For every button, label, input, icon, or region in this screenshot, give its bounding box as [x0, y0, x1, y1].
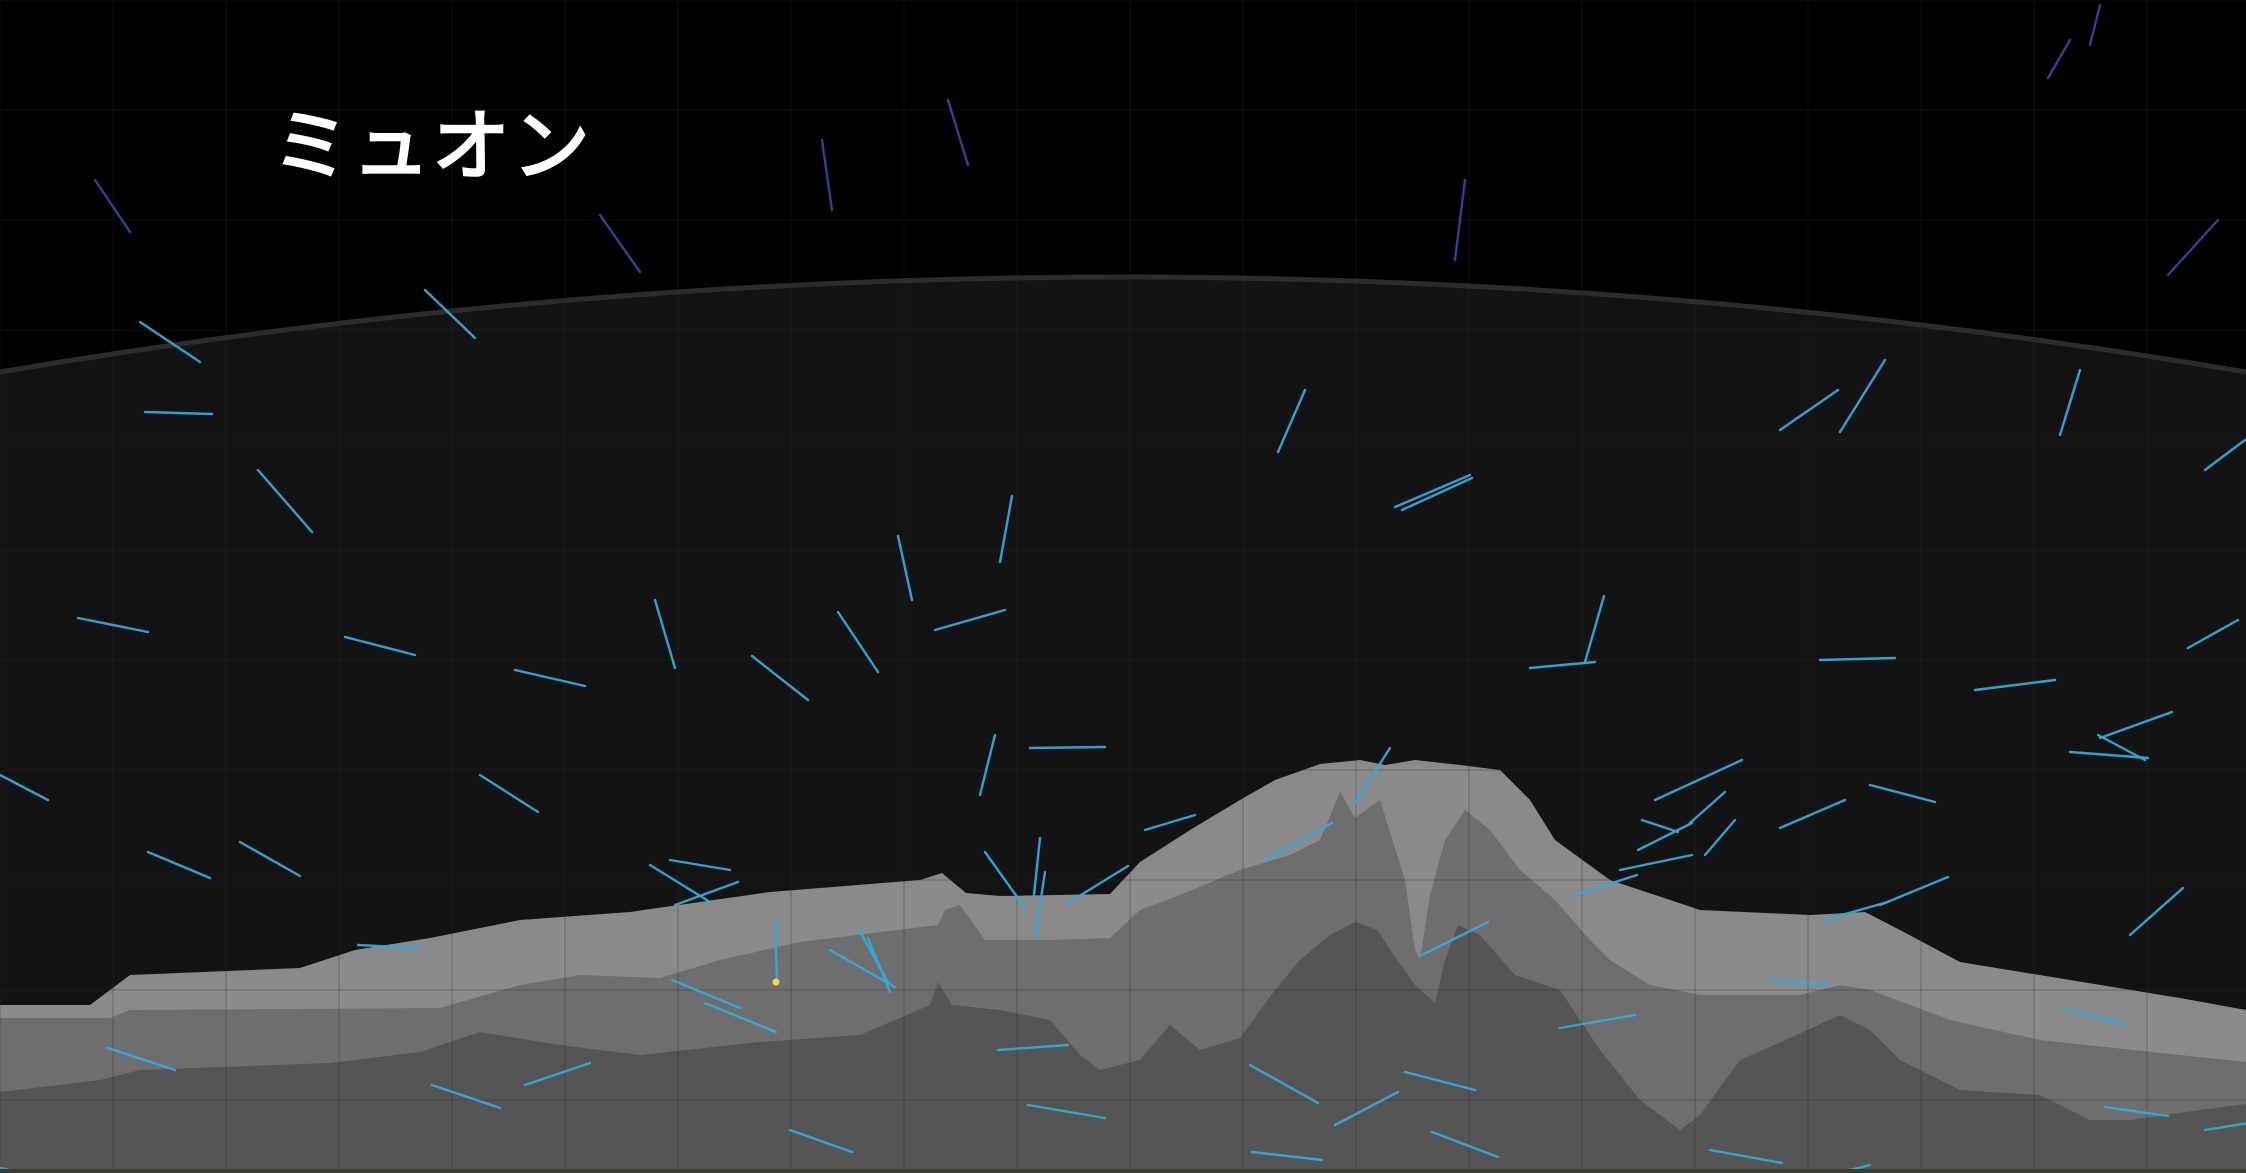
muon-track — [598, 213, 642, 274]
muon-track — [2088, 3, 2102, 47]
muon-track — [1393, 473, 1472, 509]
muon-tracks — [0, 3, 2246, 1173]
muon-track — [1453, 178, 1467, 262]
muon-track — [1033, 870, 1047, 940]
muon-track — [423, 288, 477, 340]
muon-track — [1558, 1013, 1637, 1030]
muon-track — [93, 178, 132, 234]
muon-track — [1066, 864, 1130, 905]
muon-track — [1573, 873, 1639, 897]
muon-track — [430, 1083, 502, 1110]
muon-track — [2058, 368, 2082, 437]
muon-track — [1838, 358, 1887, 434]
title-label: ミュオン — [272, 102, 593, 192]
muon-track — [2186, 618, 2240, 650]
muon-track — [76, 616, 150, 634]
bottom-edge — [0, 1169, 2246, 1173]
muon-track — [146, 850, 212, 880]
muon-track — [1708, 1148, 1784, 1165]
muon-track — [946, 98, 970, 167]
muon-track — [143, 410, 214, 416]
muon-track — [1878, 875, 1950, 907]
muon-track — [1618, 853, 1694, 872]
muon-track — [238, 840, 302, 878]
detection-point — [772, 978, 780, 986]
muon-track — [773, 918, 779, 982]
horizon-edge — [0, 274, 2246, 375]
muon-track — [2098, 710, 2174, 740]
muon-track — [673, 880, 740, 907]
muon-track — [1430, 1130, 1500, 1159]
muon-track — [343, 635, 417, 657]
muon-track — [256, 468, 314, 534]
muon-track — [1263, 821, 1334, 862]
muon-track — [1778, 798, 1847, 830]
muon-track — [106, 1046, 177, 1072]
muon-track — [2203, 1122, 2246, 1132]
muon-track — [933, 608, 1007, 632]
muon-track — [1353, 746, 1392, 805]
muon-track — [138, 320, 202, 364]
muon-track — [2166, 218, 2220, 277]
muon-track — [1868, 783, 1937, 804]
muon-track — [356, 943, 422, 950]
muon-track — [0, 773, 50, 802]
muon-track — [1420, 920, 1490, 957]
muon-track — [2068, 750, 2150, 760]
muon-track — [1248, 1063, 1320, 1105]
muon-track — [1333, 1090, 1400, 1127]
muon-track — [1403, 1070, 1477, 1092]
muon-track — [1028, 745, 1107, 750]
muon-track — [1688, 790, 1727, 825]
mountain-core-layer — [0, 922, 2246, 1173]
muon-track — [1032, 836, 1042, 897]
muon-track — [478, 773, 540, 814]
muon-track — [998, 494, 1014, 564]
muon-track — [2096, 733, 2147, 762]
muon-track — [1250, 1150, 1324, 1162]
muon-track — [1400, 476, 1474, 512]
muon-track — [1818, 656, 1897, 662]
muon-track — [1276, 388, 1307, 454]
muon-track — [653, 598, 677, 670]
muon-track — [1973, 678, 2057, 692]
muon-track — [820, 138, 834, 212]
muon-track — [1653, 758, 1744, 802]
muon-track — [1583, 594, 1606, 664]
muon-track — [703, 1001, 778, 1034]
muon-track — [1026, 1103, 1107, 1120]
muon-track — [1822, 900, 1890, 922]
muon-track — [1528, 660, 1597, 670]
muon-track — [896, 534, 914, 602]
muon-track — [2060, 1006, 2130, 1027]
muon-track — [2103, 1105, 2170, 1118]
muon-track — [978, 733, 997, 797]
muon-track — [513, 668, 587, 688]
muon-track — [828, 948, 897, 989]
muon-track — [836, 610, 880, 674]
muon-track — [788, 1128, 854, 1154]
muon-track — [1768, 978, 1830, 987]
muon-track — [996, 1043, 1070, 1052]
muon-track — [750, 654, 810, 702]
muon-track — [1778, 388, 1840, 432]
muon-track — [983, 850, 1027, 910]
muon-track — [2203, 438, 2246, 472]
muon-track — [2046, 38, 2072, 80]
muon-track — [523, 1061, 592, 1087]
muon-track — [1636, 821, 1694, 852]
muon-track — [2128, 886, 2185, 937]
muon-track — [668, 858, 732, 872]
muon-track — [670, 978, 742, 1010]
muon-track — [1703, 818, 1737, 857]
muon-track — [1143, 813, 1197, 832]
muon-track — [1640, 818, 1680, 834]
